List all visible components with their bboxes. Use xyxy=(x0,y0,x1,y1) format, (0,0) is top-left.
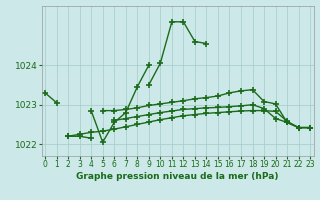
X-axis label: Graphe pression niveau de la mer (hPa): Graphe pression niveau de la mer (hPa) xyxy=(76,172,279,181)
